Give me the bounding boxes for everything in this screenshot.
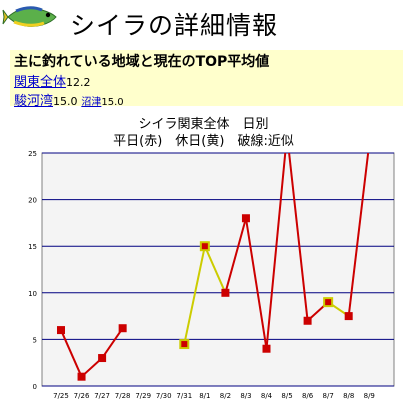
data-point [262,344,271,353]
series-line-segment [347,153,370,317]
x-tick-label: 8/9 [364,392,375,400]
data-point [118,324,127,333]
data-point [303,316,312,325]
summary-box: 主に釣れている地域と現在のTOP平均値 関東全体12.2 駿河湾15.0 沼津1… [10,50,403,109]
region-link-numazu[interactable]: 沼津 [81,97,102,108]
data-point [199,241,210,252]
x-tick-label: 8/1 [199,392,210,400]
x-tick-label: 7/26 [74,392,90,400]
series-line-segment [60,329,83,378]
data-point [344,312,353,321]
series-line-segment [183,245,206,345]
y-tick-label: 25 [28,150,37,158]
x-tick-label: 8/4 [261,392,273,400]
region-link-suruga[interactable]: 駿河湾 [14,94,54,109]
series-line-segment [203,245,227,294]
x-tick-label: 8/3 [240,392,251,400]
data-point [283,130,291,138]
y-tick-label: 15 [28,243,37,251]
x-tick-label: 8/6 [302,392,314,400]
plot-area [41,152,395,387]
x-tick-label: 8/7 [323,392,334,400]
y-tick-label: 10 [28,290,37,298]
series-line-segment [244,218,268,349]
fish-icon [2,6,57,27]
chart-title: シイラ関東全体 日別 [138,117,269,132]
x-tick-label: 7/27 [94,392,110,400]
x-tick-label: 8/8 [343,392,354,400]
series-group [57,130,373,381]
summary-row: 関東全体12.2 [14,71,91,90]
data-point [77,372,86,381]
series-line-segment [101,327,124,359]
chart-subtitle: 平日(赤) 休日(黄) 破線:近似 [113,134,294,149]
x-tick-label: 7/29 [135,392,151,400]
summary-heading: 主に釣れている地域と現在のTOP平均値 [14,54,270,70]
page-title: シイラの詳細情報 [70,11,279,40]
page-header: シイラの詳細情報 [0,0,407,46]
x-tick-label: 7/28 [115,392,131,400]
data-point [323,297,334,308]
y-tick-label: 5 [33,336,37,344]
x-tick-label: 7/31 [176,392,192,400]
data-point [365,140,373,148]
region-value: 15.0 [53,95,78,108]
series-line-segment [288,153,309,321]
region-value: 15.0 [101,97,124,108]
x-tick-label: 7/25 [53,392,69,400]
summary-row: 駿河湾15.0 沼津15.0 [14,90,124,109]
data-point [57,326,65,335]
data-point [179,339,190,350]
y-tick-label: 20 [28,197,37,205]
x-tick-label: 7/30 [156,392,172,400]
data-point [241,214,250,223]
x-tick-label: 8/5 [281,392,292,400]
data-point [221,288,230,297]
series-line-segment [265,153,287,349]
region-link-kanto[interactable]: 関東全体 [14,75,67,90]
data-point [98,354,107,363]
region-value: 12.2 [66,76,91,89]
x-tick-label: 8/2 [220,392,231,400]
y-tick-label: 0 [33,383,37,391]
series-line-segment [224,217,247,294]
